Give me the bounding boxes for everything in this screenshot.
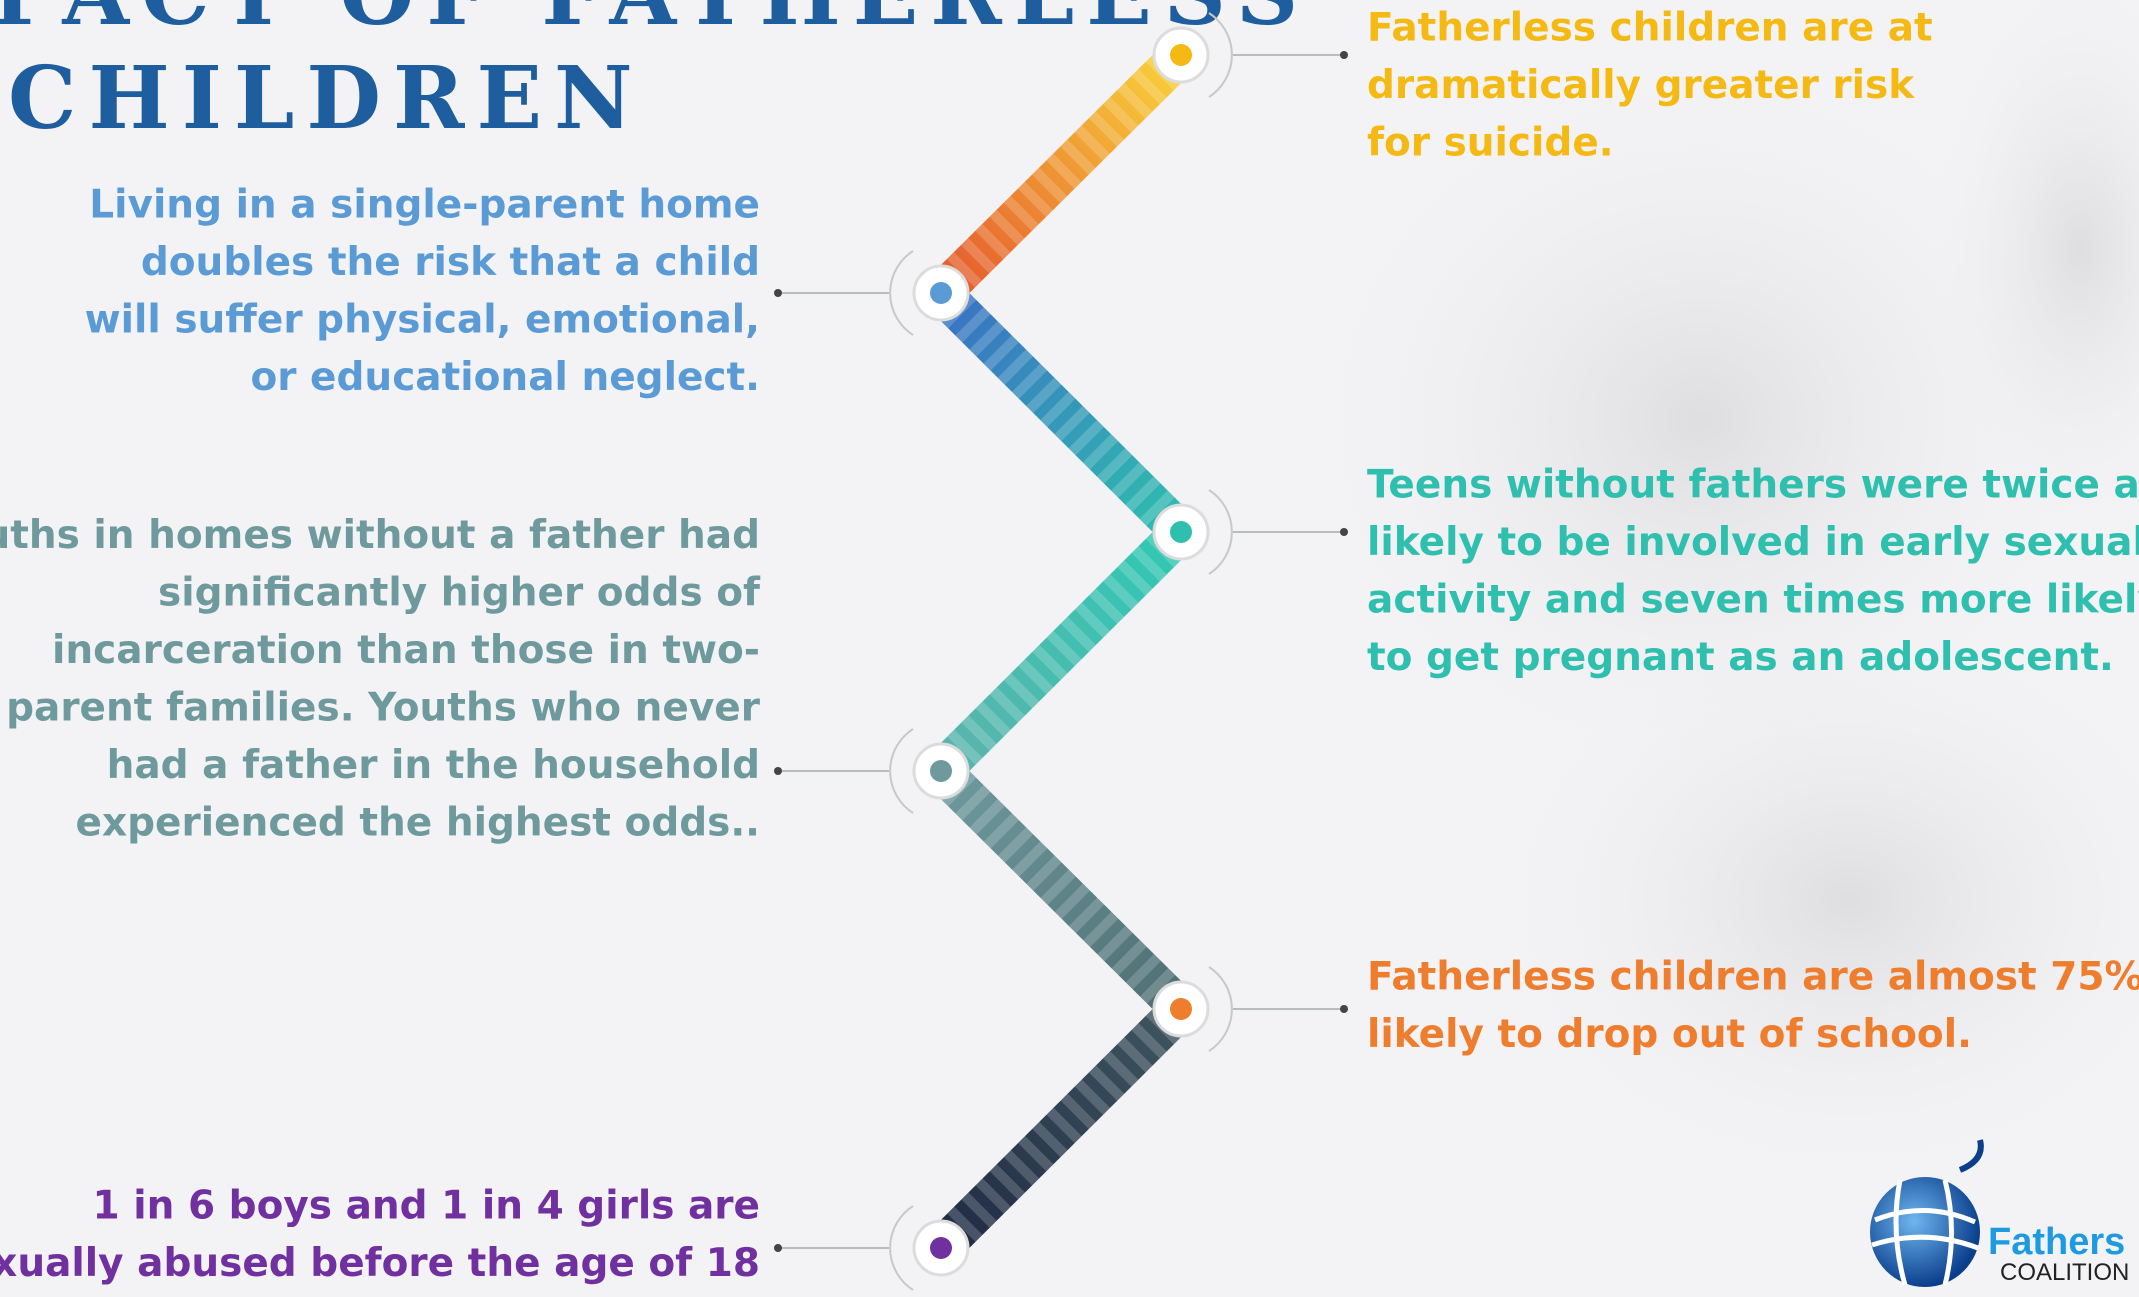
- fact-line: doubles the risk that a child: [141, 240, 760, 285]
- leader-dot: [774, 1244, 782, 1252]
- node-dot: [1170, 44, 1192, 66]
- node-dot: [1170, 521, 1192, 543]
- logo-text: COALITION: [2000, 1259, 2129, 1286]
- fact-line: Fatherless children are at: [1367, 6, 1933, 51]
- fact-line: for suicide.: [1367, 121, 1614, 166]
- leader-dot: [774, 767, 782, 775]
- title-line: PACT OF FATHERLESS: [0, 0, 1310, 45]
- fact-line: sexually abused before the age of 18: [0, 1241, 760, 1286]
- node-dot: [930, 282, 952, 304]
- leader-dot: [1340, 1005, 1348, 1013]
- fact-line: 1 in 6 boys and 1 in 4 girls are: [93, 1184, 760, 1229]
- fact-line: likely to be involved in early sexual: [1367, 520, 2139, 565]
- leader-dot: [1340, 51, 1348, 59]
- logo-globe: [1870, 1177, 1980, 1287]
- fact-line: to get pregnant as an adolescent.: [1367, 635, 2114, 680]
- fact-line: likely to drop out of school.: [1367, 1012, 1972, 1057]
- node-dot: [1170, 998, 1192, 1020]
- logo-text: Fathers: [1988, 1221, 2125, 1263]
- leader-dot: [774, 289, 782, 297]
- leader-dot: [1340, 528, 1348, 536]
- fact-line: Fatherless children are almost 75% as: [1367, 955, 2139, 1000]
- fact-line: dramatically greater risk: [1367, 63, 1915, 108]
- node-dot: [930, 1237, 952, 1259]
- fact-line: will suffer physical, emotional,: [85, 297, 760, 342]
- fact-line: significantly higher odds of: [158, 570, 761, 615]
- fact-line: experienced the highest odds..: [76, 800, 760, 845]
- fact-line: Youths in homes without a father had: [0, 513, 760, 558]
- fact-line: had a father in the household: [107, 743, 760, 788]
- fact-line: incarceration than those in two-: [52, 628, 760, 673]
- fact-line: activity and seven times more likely: [1367, 578, 2139, 623]
- infographic: PACT OF FATHERLESS CHILDREN Fatherless c…: [0, 0, 2139, 1297]
- fact-line: Living in a single-parent home: [89, 182, 760, 227]
- node-dot: [930, 760, 952, 782]
- title-line: CHILDREN: [8, 48, 645, 149]
- fact-line: Teens without fathers were twice as: [1367, 463, 2139, 508]
- fact-line: or educational neglect.: [250, 355, 760, 400]
- fact-line: parent families. Youths who never: [6, 685, 761, 730]
